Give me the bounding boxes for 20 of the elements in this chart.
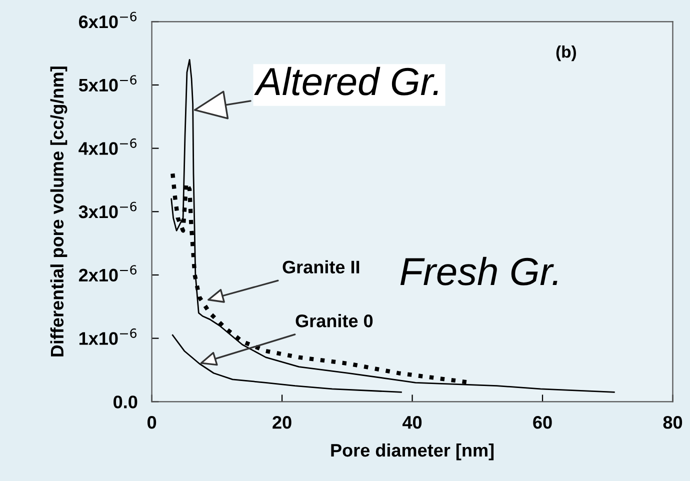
x-tick-label: 80 <box>663 416 682 429</box>
x-tick-label: 60 <box>533 416 552 429</box>
y-tick-label: 0.0 <box>114 396 138 408</box>
annotation: Granite II <box>282 260 360 274</box>
annotation: (b) <box>556 46 576 62</box>
annotation: Fresh Gr. <box>400 256 558 286</box>
y-axis-title: Differential pore volume [cc/g/nm] <box>50 66 68 356</box>
x-tick-label: 40 <box>402 416 422 429</box>
y-tick-label: 2x10$^{−6}$ <box>78 265 137 282</box>
x-axis-title: Pore diameter [nm] <box>331 443 494 460</box>
line-series <box>172 334 402 393</box>
annotation: Altered Gr. <box>254 66 438 96</box>
x-tick-label: 0 <box>147 416 156 429</box>
x-tick-label: 20 <box>272 416 292 429</box>
y-tick-label: 6x10$^{−6}$ <box>78 12 137 28</box>
y-tick-label: 5x10$^{−6}$ <box>78 75 137 92</box>
y-tick-label: 1x10$^{−6}$ <box>79 328 137 345</box>
annotation: Granite 0 <box>296 314 373 328</box>
y-tick-label: 3x10$^{−6}$ <box>78 202 137 218</box>
y-tick-label: 4x10$^{−6}$ <box>78 138 137 155</box>
